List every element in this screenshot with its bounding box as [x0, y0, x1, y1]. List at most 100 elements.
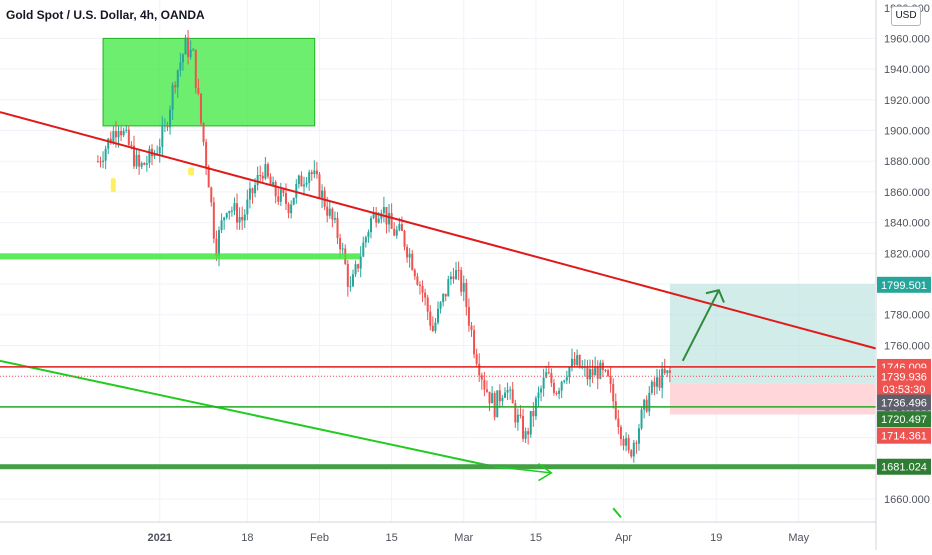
- candle-body: [578, 355, 581, 368]
- supply-zone-box: [102, 37, 316, 127]
- candle-body: [364, 237, 367, 243]
- candle-body: [411, 253, 414, 270]
- candle-body: [205, 142, 208, 167]
- candle-body: [346, 264, 349, 287]
- candle-body: [668, 370, 671, 373]
- candle-body: [509, 389, 512, 391]
- candle-body: [370, 218, 373, 233]
- y-tick-label: 1960.000: [884, 33, 930, 45]
- candle-body: [498, 390, 501, 402]
- candle-body: [609, 375, 612, 385]
- candle-body: [431, 325, 434, 331]
- chart-title: Gold Spot / U.S. Dollar, 4h, OANDA: [6, 8, 205, 22]
- candle-body: [547, 372, 550, 374]
- price-label: 03:53:30: [883, 384, 926, 396]
- candle-body: [256, 175, 259, 185]
- candle-body: [230, 210, 233, 212]
- x-tick-label: May: [788, 532, 809, 544]
- candle-body: [279, 189, 282, 202]
- x-tick-label: 18: [241, 532, 253, 544]
- price-label-bg: [877, 381, 931, 398]
- candle-body: [287, 203, 290, 214]
- x-tick-label: Apr: [615, 532, 632, 544]
- candle-body: [122, 130, 125, 136]
- candle-body: [117, 130, 120, 138]
- candle-body: [354, 264, 357, 275]
- candle-body: [591, 369, 594, 376]
- candle-body: [390, 213, 393, 229]
- y-tick-label: 1760.000: [884, 340, 930, 352]
- candle-body: [462, 282, 465, 292]
- candle-body: [194, 49, 197, 88]
- candle-body: [328, 208, 331, 216]
- candle-body: [426, 297, 429, 312]
- candle-body: [382, 207, 385, 214]
- price-label: 1681.024: [881, 462, 927, 474]
- candle-body: [653, 381, 656, 387]
- candle-body: [333, 218, 336, 220]
- highlight-marker: [188, 167, 195, 176]
- candle-body: [529, 410, 532, 435]
- y-tick-label: 1920.000: [884, 95, 930, 107]
- candle-body: [632, 442, 635, 457]
- candle-body: [303, 184, 306, 187]
- candle-body: [573, 358, 576, 365]
- candle-body: [524, 431, 527, 439]
- candle-body: [447, 279, 450, 297]
- candle-body: [321, 190, 324, 198]
- candle-body: [565, 377, 568, 381]
- candle-body: [184, 37, 187, 55]
- candle-body: [112, 131, 115, 143]
- candle-body: [145, 163, 148, 165]
- candle-body: [102, 160, 105, 162]
- candle-body: [527, 431, 530, 435]
- currency-button[interactable]: USD: [891, 6, 921, 26]
- candle-body: [540, 388, 543, 393]
- candle-body: [125, 129, 128, 131]
- candle-body: [594, 367, 597, 376]
- candle-body: [248, 188, 251, 200]
- candle-body: [408, 253, 411, 258]
- candle-body: [555, 392, 558, 394]
- price-label: 1739.936: [881, 371, 927, 383]
- candle-body: [514, 403, 517, 423]
- y-tick-label: 1900.000: [884, 126, 930, 138]
- candle-body: [460, 270, 463, 292]
- candle-body: [607, 370, 610, 376]
- x-tick-label: 15: [385, 532, 397, 544]
- candle-body: [377, 218, 380, 223]
- support-trendline: [0, 359, 495, 468]
- candle-body: [107, 138, 110, 149]
- candle-body: [246, 199, 249, 215]
- candle-body: [467, 306, 470, 326]
- candle-body: [558, 390, 561, 394]
- candle-body: [295, 184, 298, 198]
- candle-body: [282, 189, 285, 194]
- x-tick-label: 19: [710, 532, 722, 544]
- highlight-marker: [110, 178, 116, 193]
- candle-body: [656, 377, 658, 387]
- candle-body: [169, 109, 172, 128]
- support-band: [0, 253, 360, 260]
- candle-body: [181, 54, 184, 63]
- candle-body: [537, 392, 540, 399]
- candle-body: [331, 208, 334, 220]
- price-label-bg: [877, 394, 931, 411]
- y-tick-label: 1880.000: [884, 156, 930, 168]
- candle-body: [362, 242, 365, 257]
- candle-body: [220, 220, 223, 231]
- candle-body: [511, 389, 514, 404]
- candle-body: [199, 93, 202, 123]
- up-arrow-head: [705, 289, 725, 303]
- candle-body: [161, 126, 164, 147]
- candle-body: [560, 381, 563, 391]
- candle-body: [532, 410, 535, 417]
- candle-body: [416, 276, 419, 285]
- candle-body: [442, 293, 445, 303]
- candle-body: [308, 172, 311, 183]
- candle-body: [326, 206, 329, 216]
- candle-body: [455, 270, 458, 280]
- candle-body: [493, 393, 496, 418]
